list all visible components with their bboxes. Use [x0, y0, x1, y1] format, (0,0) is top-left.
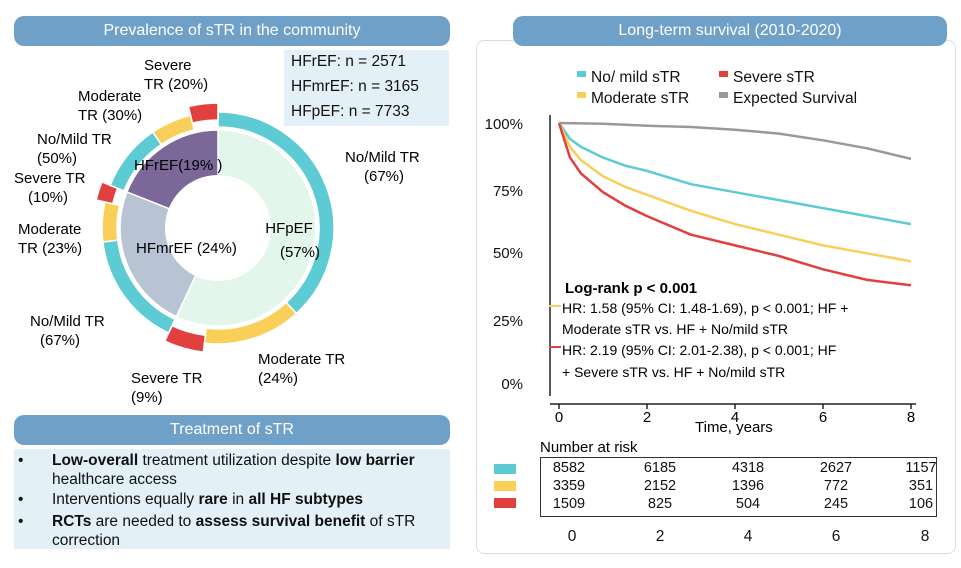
- n-hfpef: HFpEF: n = 7733: [291, 103, 410, 120]
- risk-table-box: [540, 457, 937, 517]
- risk-cell: 0: [567, 528, 577, 545]
- label-hfref: HFrEF(19% ): [134, 157, 222, 174]
- risk-cell: 6185: [643, 460, 677, 476]
- y-tick-0: 0%: [501, 376, 523, 393]
- risk-swatch-nomild: [494, 464, 516, 474]
- donut-outer-hfref-moderatetr: [151, 114, 196, 146]
- risk-cell: 504: [735, 496, 761, 512]
- outer-label-pct-hfpef-severe: (9%): [131, 389, 163, 406]
- y-tick-75: 75%: [492, 183, 523, 200]
- risk-cell: 772: [823, 478, 849, 494]
- risk-cell: 1509: [552, 496, 586, 512]
- treatment-bullet: Low-overall treatment utilization despit…: [14, 451, 450, 489]
- outer-label-pct-hfref-moderate: TR (30%): [78, 107, 142, 124]
- risk-cell: 351: [908, 478, 934, 494]
- outer-label-pct-hfmref-nomild: (67%): [40, 332, 80, 349]
- n-hfmref: HFmrEF: n = 3165: [291, 78, 419, 95]
- n-hfref: HFrEF: n = 2571: [291, 53, 407, 70]
- risk-cell: 1157: [905, 460, 937, 476]
- sample-size-box: HFrEF: n = 2571 HFmrEF: n = 3165 HFpEF: …: [284, 50, 449, 126]
- y-tick-25: 25%: [492, 313, 523, 330]
- label-hfpef-2: (57%): [280, 244, 320, 261]
- legend-item-expected: Expected Survival: [719, 90, 857, 108]
- outer-label-hfref-moderate: Moderate: [78, 88, 141, 105]
- outer-label-hfpef-moderate: Moderate TR: [258, 351, 345, 368]
- treatment-bullet: RCTs are needed to assess survival benef…: [14, 512, 450, 550]
- risk-cell: 3359: [552, 478, 586, 494]
- risk-cell: 4: [743, 528, 753, 545]
- risk-cell: 2: [655, 528, 665, 545]
- risk-cell: 4318: [731, 460, 765, 476]
- outer-label-pct-hfpef-nomild: (67%): [364, 168, 404, 185]
- y-tick-100: 100%: [484, 116, 523, 133]
- legend-swatch: [577, 70, 586, 77]
- label-hfmref: HFmrEF (24%): [136, 240, 237, 257]
- risk-cell: 2152: [643, 478, 677, 494]
- risk-cell: 8582: [552, 460, 586, 476]
- outer-label-hfmref-nomild: No/Mild TR: [30, 313, 105, 330]
- outer-label-hfpef-nomild: No/Mild TR: [345, 149, 420, 166]
- donut-outer-hfmref-moderatetr: [101, 201, 121, 243]
- legend-label: No/ mild sTR: [591, 69, 681, 86]
- outer-label-hfref-severe: Severe: [144, 57, 192, 74]
- legend-label: Moderate sTR: [591, 90, 690, 107]
- treatment-box: Low-overall treatment utilization despit…: [14, 449, 450, 549]
- donut-outer-hfref-severetr: [187, 102, 219, 124]
- prevalence-donut-chart: HFrEF(19% ) HFmrEF (24%) HFpEF (57%) No/Mild…: [14, 57, 420, 406]
- y-tick-50: 50%: [492, 245, 523, 262]
- risk-cell: 8: [920, 528, 930, 545]
- risk-swatch-moderate: [494, 481, 516, 491]
- label-hfpef-1: HFpEF: [265, 220, 313, 237]
- legend-item-severe: Severe sTR: [719, 69, 815, 87]
- treatment-title: Treatment of sTR: [14, 415, 450, 445]
- outer-label-pct-hfref-nomild: (50%): [37, 150, 77, 167]
- risk-cell: 106: [908, 496, 934, 512]
- treatment-bullet: Interventions equally rare in all HF sub…: [14, 490, 450, 509]
- survival-title: Long-term survival (2010-2020): [513, 16, 947, 46]
- outer-label-pct-hfref-severe: TR (20%): [144, 76, 208, 93]
- legend-item-moderate: Moderate sTR: [577, 90, 689, 108]
- prevalence-title: Prevalence of sTR in the community: [14, 16, 450, 46]
- risk-swatch-severe: [494, 498, 516, 508]
- legend-label: Expected Survival: [733, 90, 858, 107]
- donut-center-hole: [165, 175, 271, 281]
- outer-label-hfref-nomild: No/Mild TR: [37, 131, 112, 148]
- outer-label-hfpef-severe: Severe TR: [131, 370, 203, 387]
- legend-swatch: [719, 91, 728, 98]
- legend-swatch: [719, 70, 728, 77]
- risk-cell: 825: [647, 496, 673, 512]
- legend-swatch: [577, 91, 586, 98]
- outer-label-pct-hfpef-moderate: (24%): [258, 370, 298, 387]
- risk-cell: 245: [823, 496, 849, 512]
- legend-item-nomild: No/ mild sTR: [577, 69, 681, 87]
- legend-label: Severe sTR: [733, 69, 815, 86]
- risk-cell: 1396: [731, 478, 765, 494]
- risk-cell: 6: [831, 528, 841, 545]
- outer-label-pct-hfmref-severe: (10%): [28, 189, 68, 206]
- outer-label-pct-hfmref-moderate: TR (23%): [18, 240, 82, 257]
- outer-label-hfmref-moderate: Moderate: [18, 221, 81, 238]
- risk-cell: 2627: [819, 460, 853, 476]
- outer-label-hfmref-severe: Severe TR: [14, 170, 86, 187]
